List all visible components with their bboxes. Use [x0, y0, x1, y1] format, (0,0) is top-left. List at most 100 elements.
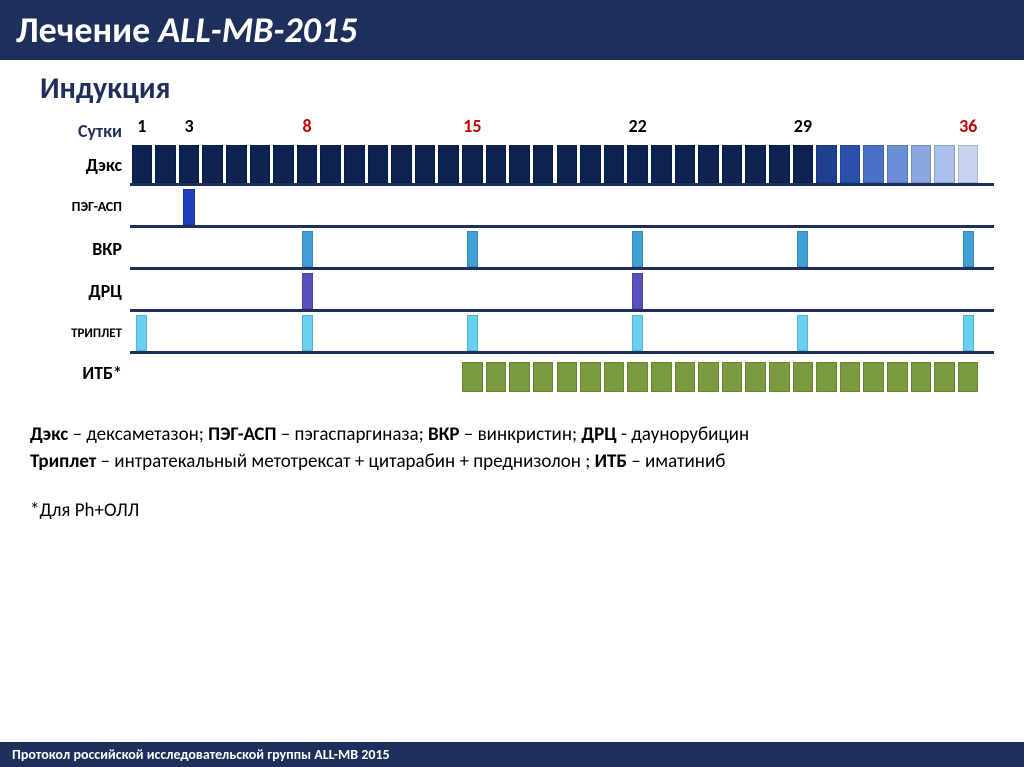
dose-box	[302, 273, 313, 309]
dose-box	[675, 145, 696, 183]
title-prefix: Лечение	[16, 8, 158, 52]
dose-box	[557, 362, 578, 392]
day-ticks: 13815222936	[130, 115, 994, 137]
dose-box	[557, 145, 578, 183]
dose-box	[250, 145, 271, 183]
dose-box	[415, 145, 436, 183]
dose-box	[651, 362, 672, 392]
dose-box	[934, 145, 955, 183]
dose-box	[887, 145, 908, 183]
dose-box	[745, 145, 766, 183]
dose-box	[632, 315, 643, 351]
dose-box	[816, 145, 837, 183]
dose-box	[632, 273, 643, 309]
day-header: Сутки 13815222936	[30, 115, 994, 142]
row-label: ТРИПЛЕТ	[30, 327, 130, 340]
title-italic: ALL-MB-2015	[158, 8, 357, 52]
dose-box	[863, 362, 884, 392]
day-tick: 15	[463, 115, 481, 137]
row-label: ДРЦ	[30, 282, 130, 300]
day-tick: 8	[303, 115, 312, 137]
dose-box	[467, 231, 478, 267]
day-axis-label: Сутки	[30, 120, 130, 142]
dose-box	[302, 315, 313, 351]
legend-line-2: Триплет – интратекальный метотрексат + ц…	[30, 449, 994, 476]
chart-row: ИТБ*	[30, 354, 994, 392]
dose-box	[863, 145, 884, 183]
legend-line-1: Дэкс – дексаметазон; ПЭГ-АСП – пэгаспарг…	[30, 422, 994, 449]
dose-box	[793, 145, 814, 183]
row-label: ВКР	[30, 240, 130, 258]
dose-box	[486, 362, 507, 392]
dose-box	[745, 362, 766, 392]
dose-box	[533, 362, 554, 392]
dose-box	[651, 145, 672, 183]
dose-box	[958, 362, 979, 392]
dose-box	[627, 145, 648, 183]
day-tick: 3	[184, 115, 193, 137]
content-area: Индукция Сутки 13815222936 ДэксПЭГ-АСПВК…	[0, 60, 1024, 742]
chart-row: ПЭГ-АСП	[30, 186, 994, 228]
dose-box	[132, 145, 153, 183]
row-track	[130, 270, 994, 312]
legend-term: ДРЦ	[581, 423, 616, 446]
row-track	[130, 354, 994, 392]
dose-box	[840, 145, 861, 183]
dose-box	[226, 145, 247, 183]
dose-box	[302, 231, 313, 267]
dose-box	[722, 145, 743, 183]
dose-box	[155, 145, 176, 183]
dose-box	[797, 231, 808, 267]
dose-box	[467, 315, 478, 351]
dose-box	[698, 145, 719, 183]
chart-rows: Дэкс ПЭГ-АСП ВКР ДРЦ ТРИПЛЕТ ИТБ*	[30, 144, 994, 392]
dose-box	[958, 145, 979, 183]
day-tick: 1	[137, 115, 146, 137]
dose-box	[698, 362, 719, 392]
dose-box	[320, 145, 341, 183]
dose-box	[797, 315, 808, 351]
dose-box	[183, 189, 194, 225]
dose-box	[722, 362, 743, 392]
legend-term: Дэкс	[30, 423, 68, 446]
footer-bar: Протокол российской исследовательской гр…	[0, 742, 1024, 767]
chart-row: ВКР	[30, 228, 994, 270]
dose-box	[391, 145, 412, 183]
dose-box	[580, 145, 601, 183]
dose-box	[297, 145, 318, 183]
dose-box	[963, 231, 974, 267]
dose-box	[344, 145, 365, 183]
dose-box	[509, 362, 530, 392]
row-label: ПЭГ-АСП	[30, 200, 130, 214]
footnote: *Для Ph+ОЛЛ	[30, 499, 994, 522]
day-tick: 36	[959, 115, 977, 137]
legend-term: ИТБ	[595, 450, 627, 473]
dose-box	[533, 145, 554, 183]
dose-box	[840, 362, 861, 392]
dose-box	[604, 145, 625, 183]
dose-box	[816, 362, 837, 392]
dose-box	[580, 362, 601, 392]
dose-box	[769, 362, 790, 392]
legend-term: ПЭГ-АСП	[208, 423, 276, 446]
dose-box	[438, 145, 459, 183]
dose-box	[486, 145, 507, 183]
dose-box	[911, 362, 932, 392]
dose-box	[462, 145, 483, 183]
row-track	[130, 312, 994, 354]
dose-box	[911, 145, 932, 183]
dose-box	[934, 362, 955, 392]
row-label: Дэкс	[30, 156, 130, 174]
dose-box	[273, 145, 294, 183]
dose-box	[202, 145, 223, 183]
chart-row: ДРЦ	[30, 270, 994, 312]
title-bar: Лечение ALL-MB-2015	[0, 0, 1024, 60]
dose-box	[368, 145, 389, 183]
chart-area: Сутки 13815222936 ДэксПЭГ-АСПВКРДРЦТРИПЛ…	[30, 115, 994, 392]
dose-box	[769, 145, 790, 183]
row-track	[130, 186, 994, 228]
dose-box	[462, 362, 483, 392]
chart-row: ТРИПЛЕТ	[30, 312, 994, 354]
day-tick: 29	[794, 115, 812, 137]
row-track	[130, 228, 994, 270]
